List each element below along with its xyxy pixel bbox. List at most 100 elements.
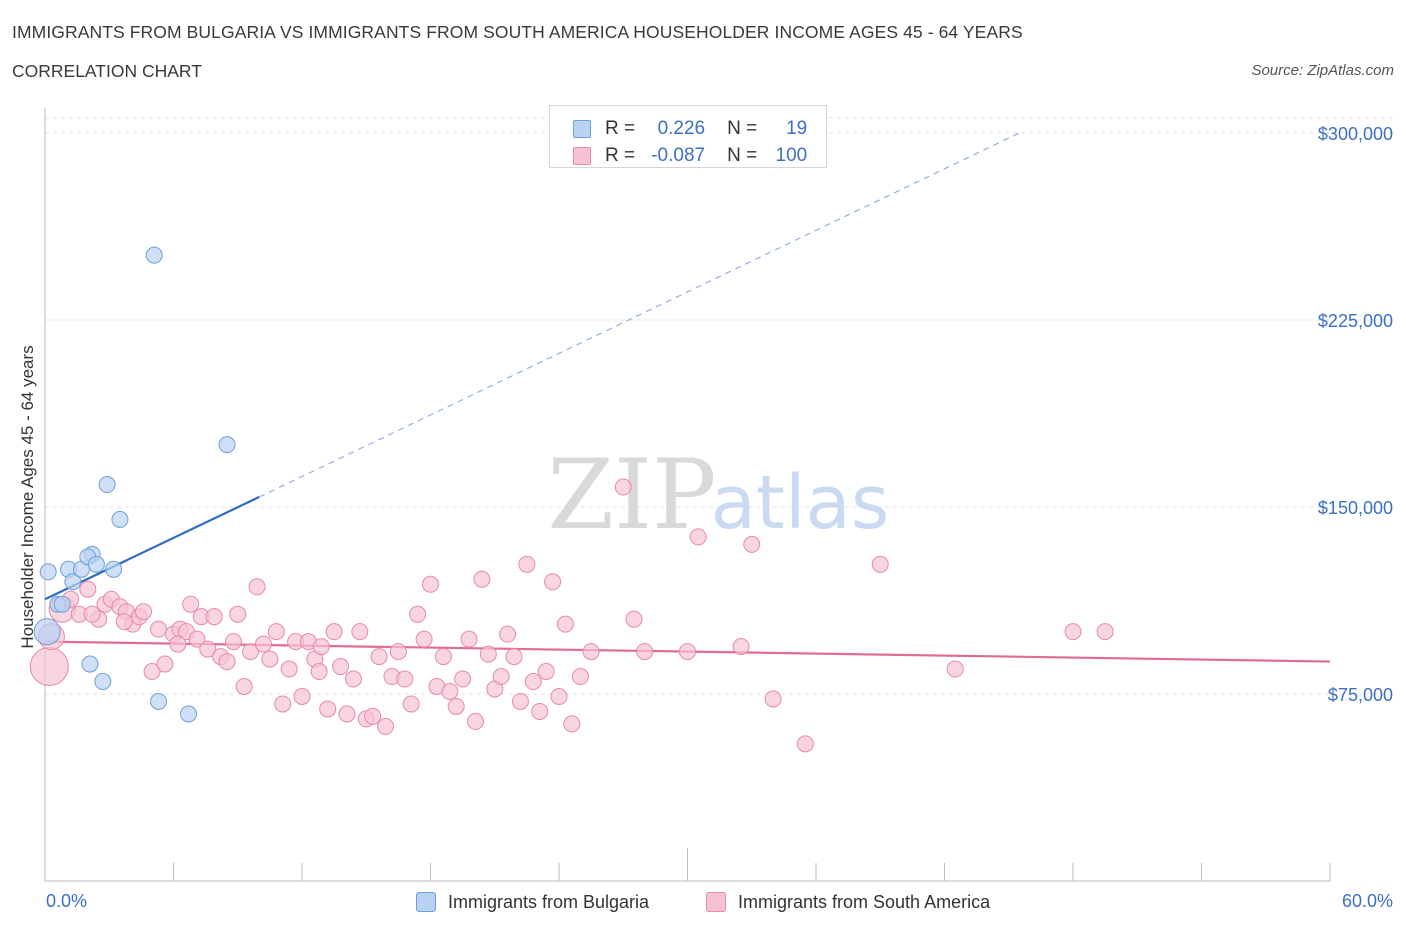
y-tick-label: $300,000 — [1318, 124, 1393, 144]
point-south-america — [274, 695, 292, 713]
point-south-america — [235, 678, 253, 696]
point-bulgaria — [145, 246, 163, 264]
point-south-america — [466, 712, 484, 730]
point-bulgaria — [64, 573, 82, 591]
bottom-legend-swatch-south-america — [706, 892, 726, 912]
x-tick-label-max: 60.0% — [1341, 891, 1393, 911]
point-south-america — [199, 640, 217, 658]
point-south-america — [447, 697, 465, 715]
chart-title: IMMIGRANTS FROM BULGARIA VS IMMIGRANTS F… — [12, 22, 1023, 42]
point-south-america — [537, 663, 555, 681]
zipatlas-watermark: ZIP atlas — [547, 439, 889, 551]
x-tick-label-min: 0.0% — [46, 891, 88, 911]
watermark-zip: ZIP — [547, 439, 716, 551]
point-south-america — [524, 673, 542, 691]
point-south-america — [582, 643, 600, 661]
point-south-america — [143, 663, 161, 681]
point-south-america — [310, 663, 328, 681]
point-south-america — [550, 687, 568, 705]
point-south-america — [377, 717, 395, 735]
point-bulgaria — [111, 510, 129, 528]
point-bulgaria — [53, 595, 71, 613]
point-south-america — [267, 623, 285, 641]
point-south-america — [224, 633, 242, 651]
point-bulgaria — [94, 673, 112, 691]
point-south-america — [422, 575, 439, 593]
legend-r-value: -0.087 — [651, 145, 706, 166]
point-south-america — [370, 648, 388, 666]
legend-row-south-america: R = -0.087 N = 100 — [573, 144, 807, 168]
point-south-america — [556, 615, 574, 633]
point-south-america — [764, 690, 782, 708]
point-south-america — [743, 535, 761, 553]
point-bulgaria — [105, 560, 123, 578]
point-bulgaria — [98, 476, 116, 494]
legend-n-value: 100 — [775, 145, 808, 166]
point-south-america — [135, 603, 153, 621]
point-south-america — [434, 648, 452, 666]
y-tick-labels: $75,000 $150,000 $225,000 $300,000 — [1318, 124, 1393, 705]
bottom-legend-label-south-america: Immigrants from South America — [738, 891, 991, 912]
source-credit: Source: ZipAtlas.com — [1251, 62, 1394, 79]
point-south-america — [205, 608, 223, 626]
point-south-america — [571, 668, 589, 686]
point-south-america — [409, 605, 427, 623]
legend-r-label: R = — [605, 145, 636, 166]
legend-n-label: N = — [727, 118, 758, 139]
point-south-america — [261, 650, 279, 668]
point-south-america — [871, 555, 889, 573]
point-bulgaria — [87, 555, 105, 573]
point-south-america — [544, 573, 562, 591]
point-south-america — [625, 610, 643, 628]
point-south-america — [169, 635, 187, 653]
point-south-america — [319, 700, 337, 718]
point-south-america — [325, 623, 343, 641]
legend-row-bulgaria: R = 0.226 N = 19 — [573, 117, 807, 141]
point-south-america — [473, 570, 491, 588]
legend-swatch-south-america — [573, 147, 591, 165]
point-south-america — [505, 648, 523, 666]
bottom-legend-south-america: Immigrants from South America — [706, 889, 990, 915]
point-south-america — [389, 643, 407, 661]
point-south-america — [732, 638, 750, 656]
point-south-america — [492, 668, 510, 686]
point-south-america — [511, 692, 529, 710]
y-tick-label: $75,000 — [1328, 685, 1393, 705]
point-south-america — [293, 687, 311, 705]
point-south-america — [499, 625, 517, 643]
point-south-america — [531, 702, 549, 720]
point-south-america — [796, 735, 814, 753]
point-south-america — [312, 638, 330, 656]
point-south-america — [344, 670, 362, 688]
point-south-america — [679, 643, 696, 661]
point-bulgaria — [33, 618, 61, 646]
point-south-america — [332, 658, 350, 676]
y-tick-label: $150,000 — [1318, 498, 1393, 518]
trend-line-bulgaria-extension — [258, 132, 1020, 498]
point-south-america — [29, 647, 69, 687]
point-south-america — [479, 645, 497, 663]
grid-lines — [45, 117, 1395, 695]
point-south-america — [83, 605, 101, 623]
point-south-america — [441, 682, 459, 700]
point-south-america — [364, 707, 382, 725]
bottom-legend-bulgaria: Immigrants from Bulgaria — [416, 889, 649, 915]
point-south-america — [636, 643, 654, 661]
bottom-legend-label-bulgaria: Immigrants from Bulgaria — [448, 891, 650, 912]
legend-swatch-bulgaria — [573, 120, 591, 138]
legend-n-label: N = — [727, 145, 758, 166]
point-bulgaria — [39, 563, 57, 581]
stats-legend: R = 0.226 N = 19 R = -0.087 N = 100 — [549, 105, 827, 168]
point-bulgaria — [150, 692, 168, 710]
chart-subtitle: CORRELATION CHART — [12, 61, 202, 81]
point-bulgaria — [218, 436, 236, 454]
point-south-america — [1064, 623, 1082, 641]
trend-lines — [44, 132, 1331, 663]
watermark-atlas: atlas — [711, 460, 890, 546]
point-south-america — [338, 705, 356, 723]
point-south-america — [79, 580, 97, 598]
legend-r-value: 0.226 — [657, 118, 706, 139]
point-south-america — [518, 555, 536, 573]
point-south-america — [248, 578, 266, 596]
point-south-america — [460, 630, 478, 648]
